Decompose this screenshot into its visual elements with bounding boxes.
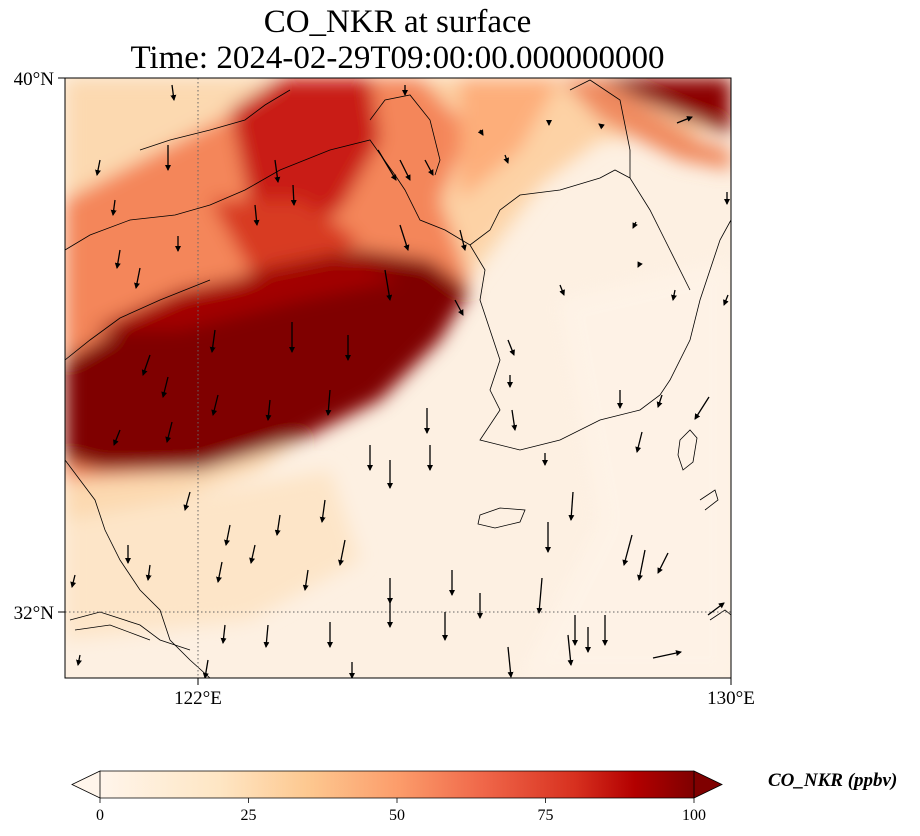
wind-arrow	[224, 524, 231, 546]
wind-arrow	[110, 199, 117, 216]
wind-arrow	[209, 329, 216, 353]
wind-arrow	[671, 289, 677, 301]
wind-arrow	[338, 539, 346, 566]
wind-arrow	[656, 394, 663, 408]
colorbar-tick-75: 75	[538, 807, 554, 824]
wind-arrow	[216, 561, 223, 583]
wind-arrow	[70, 574, 77, 588]
axis-ticks	[58, 77, 732, 685]
wind-arrow	[652, 650, 682, 659]
wind-arrow	[637, 549, 646, 581]
wind-arrow	[632, 221, 638, 229]
co-concentration-field	[65, 78, 731, 678]
wind-arrow	[377, 149, 397, 181]
map-title: CO_NKR at surface	[263, 4, 532, 40]
lon-label-130e: 130°E	[707, 688, 755, 709]
wind-arrow	[707, 602, 725, 616]
wind-arrow	[253, 204, 260, 226]
wind-arrow	[265, 399, 272, 421]
wind-arrow	[76, 654, 82, 666]
colorbar-extend-min	[71, 770, 101, 799]
colorbar-tick-0: 0	[96, 807, 104, 824]
colorbar-label: CO_NKR (ppbv)	[768, 770, 898, 791]
wind-arrow	[161, 376, 169, 398]
wind-arrow	[145, 564, 152, 581]
wind-arrow	[511, 409, 518, 431]
wind-arrow	[319, 499, 326, 523]
wind-arrow	[676, 116, 693, 124]
lat-label-32n: 32°N	[14, 603, 55, 624]
wind-arrow	[503, 154, 510, 164]
wind-arrow	[183, 491, 191, 511]
lon-label-122e: 122°E	[174, 688, 222, 709]
gridlines	[65, 78, 731, 678]
wind-arrow	[113, 429, 121, 446]
wind-arrow	[134, 267, 141, 289]
wind-arrow	[477, 129, 484, 136]
wind-arrow	[274, 159, 281, 183]
lat-label-40n: 40°N	[14, 69, 55, 90]
wind-arrow	[384, 269, 393, 301]
colorbar-tick-25: 25	[241, 807, 257, 824]
wind-arrow	[694, 396, 710, 420]
wind-arrow	[559, 284, 565, 296]
wind-arrow	[170, 84, 177, 101]
wind-arrow	[95, 159, 101, 176]
wind-arrow	[141, 354, 151, 376]
coastlines	[65, 79, 731, 678]
wind-arrow	[290, 184, 297, 206]
wind-arrow	[536, 577, 543, 614]
wind-arrow	[211, 394, 219, 416]
wind-arrow	[622, 534, 633, 566]
colorbar-extend-max	[693, 770, 723, 799]
wind-arrow	[274, 514, 281, 536]
wind-arrow	[165, 421, 173, 443]
colorbar-tick-50: 50	[389, 807, 405, 824]
wind-arrow	[657, 552, 669, 574]
wind-arrow	[220, 624, 227, 644]
wind-arrow	[424, 159, 434, 176]
wind-arrow	[325, 389, 332, 416]
wind-arrow	[399, 224, 410, 251]
wind-arrow	[598, 123, 605, 130]
wind-arrow	[507, 339, 515, 356]
wind-arrow	[507, 646, 514, 678]
wind-vectors	[70, 84, 730, 678]
wind-arrow	[302, 569, 309, 591]
wind-arrow	[454, 299, 464, 316]
wind-arrow	[459, 229, 467, 251]
wind-arrow	[567, 634, 574, 666]
wind-arrow	[202, 659, 209, 678]
colorbar-gradient	[100, 771, 694, 798]
wind-arrow	[263, 624, 270, 648]
colorbar-tick-100: 100	[682, 807, 706, 824]
wind-arrow	[635, 431, 643, 453]
wind-arrow	[249, 544, 256, 564]
wind-arrow	[637, 261, 643, 268]
wind-arrow	[723, 294, 729, 306]
colorbar: 0 25 50 75 100	[71, 770, 723, 824]
map-frame	[64, 77, 732, 679]
map-time-subtitle: Time: 2024-02-29T09:00:00.000000000	[130, 40, 665, 76]
wind-arrow	[568, 491, 575, 521]
wind-arrow	[114, 249, 121, 269]
wind-arrow	[399, 159, 411, 181]
